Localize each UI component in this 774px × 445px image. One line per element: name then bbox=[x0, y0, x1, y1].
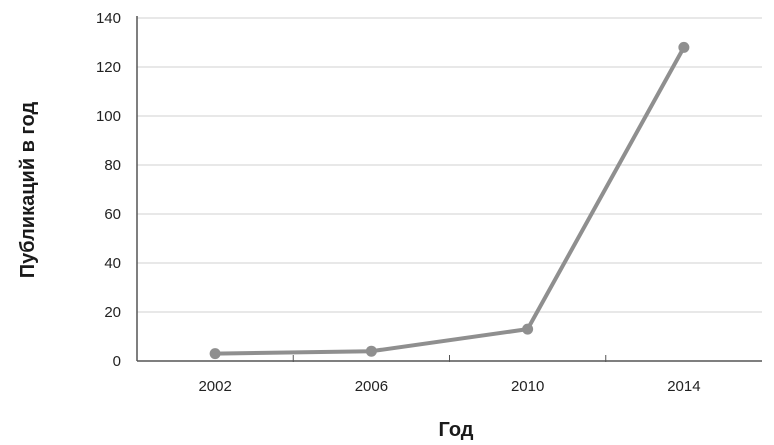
y-tick-label: 40 bbox=[104, 255, 121, 272]
x-axis-title: Год bbox=[439, 419, 474, 441]
grid-lines bbox=[137, 17, 762, 313]
series-line bbox=[213, 45, 686, 356]
y-tick-label: 100 bbox=[96, 108, 121, 125]
x-tick-labels: 2002 2006 2010 2014 bbox=[198, 378, 700, 395]
y-tick-label: 80 bbox=[104, 157, 121, 174]
data-point bbox=[522, 323, 534, 335]
y-tick-label: 140 bbox=[96, 10, 121, 27]
data-point bbox=[678, 41, 690, 53]
axes bbox=[136, 16, 762, 362]
x-tick-label: 2014 bbox=[667, 378, 700, 395]
x-tick-label: 2010 bbox=[511, 378, 544, 395]
y-tick-label: 120 bbox=[96, 59, 121, 76]
y-tick-label: 60 bbox=[104, 206, 121, 223]
x-tick-label: 2002 bbox=[198, 378, 231, 395]
data-point bbox=[209, 348, 221, 360]
x-tick-label: 2006 bbox=[355, 378, 388, 395]
y-axis-title: Публикаций в год bbox=[17, 101, 39, 278]
y-tick-label: 0 bbox=[113, 353, 121, 370]
y-tick-labels: 0 20 40 60 80 100 120 140 bbox=[96, 10, 121, 370]
y-tick-label: 20 bbox=[104, 304, 121, 321]
series-group bbox=[209, 41, 690, 360]
data-point bbox=[365, 345, 377, 357]
